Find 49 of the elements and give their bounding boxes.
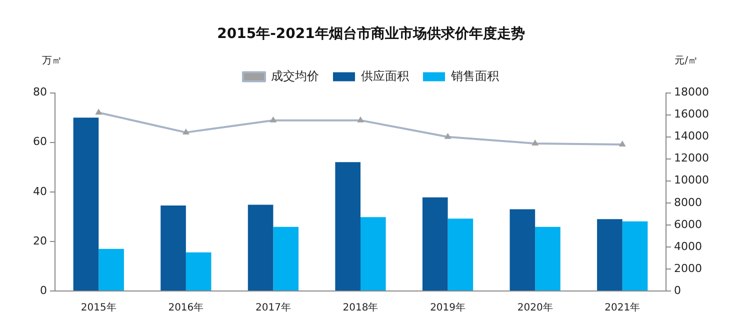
- bar: [622, 221, 648, 290]
- y-tick-label: 20: [32, 234, 47, 248]
- bar: [335, 162, 360, 290]
- bar: [273, 226, 299, 290]
- point: [532, 139, 539, 146]
- y2-axis-title: 元/㎡: [674, 56, 698, 67]
- point: [95, 108, 102, 115]
- y-axis-title: 万㎡: [42, 56, 62, 67]
- y2-tick-label: 2000: [674, 262, 702, 275]
- point: [618, 140, 626, 147]
- chart-title: 2015年-2021年烟台市商业市场供求价年度走势: [217, 25, 525, 42]
- x-tick-label: 2019年: [430, 302, 466, 314]
- point: [182, 128, 190, 134]
- y2-tick-label: 18000: [674, 86, 710, 99]
- y-tick-label: 0: [40, 284, 47, 297]
- y2-tick-label: 12000: [674, 152, 710, 165]
- bar: [597, 219, 622, 290]
- y2-tick-label: 8000: [674, 196, 702, 209]
- x-tick-label: 2021年: [604, 302, 640, 314]
- bar: [98, 248, 124, 290]
- legend-label: 销售面积: [450, 68, 499, 83]
- x-tick-label: 2020年: [517, 302, 553, 314]
- y2-tick-label: 16000: [674, 108, 710, 121]
- y-tick-label: 80: [32, 86, 47, 99]
- bar: [448, 218, 474, 290]
- point: [357, 116, 364, 122]
- bar: [360, 217, 386, 290]
- y2-tick-label: 4000: [674, 240, 702, 253]
- x-tick-label: 2017年: [255, 302, 291, 314]
- y-tick-label: 60: [32, 135, 47, 148]
- bar: [248, 204, 274, 290]
- x-tick-label: 2018年: [342, 302, 378, 314]
- point: [270, 116, 277, 122]
- legend-label: 成交均价: [271, 68, 319, 83]
- bar: [160, 206, 186, 290]
- y-tick-label: 40: [32, 184, 47, 198]
- bar: [422, 197, 448, 290]
- bar: [510, 209, 536, 290]
- bar: [186, 252, 212, 290]
- y2-tick-label: 10000: [674, 174, 710, 187]
- bar: [73, 118, 99, 290]
- x-tick-label: 2015年: [80, 302, 116, 314]
- point: [444, 132, 452, 139]
- legend-label: 供应面积: [361, 68, 409, 83]
- bar: [535, 226, 560, 290]
- y2-tick-label: 0: [674, 284, 682, 297]
- y2-tick-label: 6000: [674, 218, 702, 231]
- x-tick-label: 2016年: [168, 302, 204, 314]
- y2-tick-label: 14000: [674, 130, 710, 143]
